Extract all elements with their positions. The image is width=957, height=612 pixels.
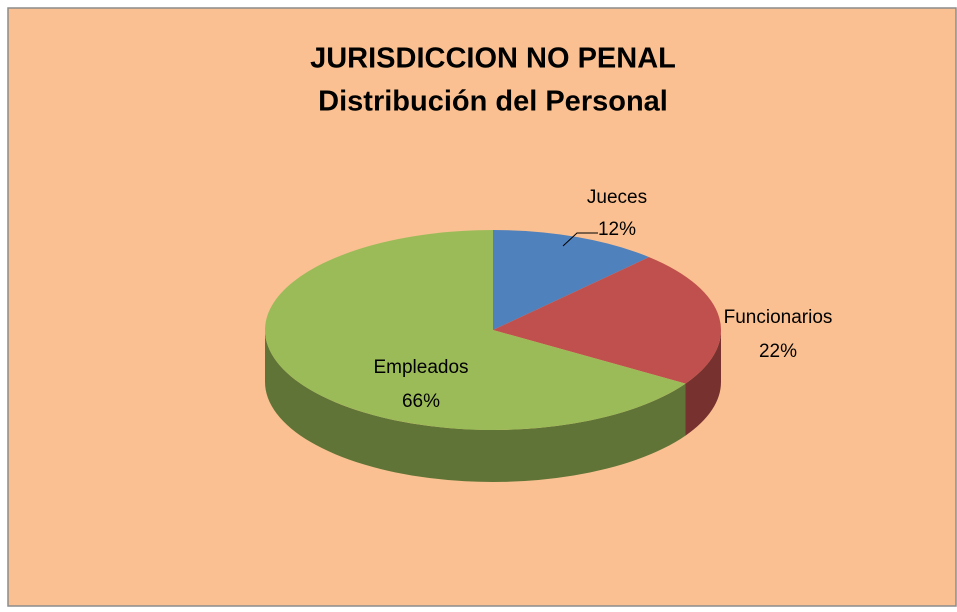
value-label: 22% xyxy=(759,341,797,362)
chart-title: JURISDICCION NO PENAL xyxy=(310,43,676,75)
slice xyxy=(493,230,650,330)
slice-side xyxy=(265,330,686,482)
slice xyxy=(493,257,721,384)
slice-label: Empleados xyxy=(373,357,468,378)
chart-subtitle: Distribución del Personal xyxy=(318,86,668,118)
value-label: 12% xyxy=(598,219,636,240)
value-label: 66% xyxy=(402,391,440,412)
leader-line xyxy=(562,232,598,247)
pie xyxy=(265,230,721,482)
slice-label: Funcionarios xyxy=(724,307,833,328)
slice-side xyxy=(685,330,721,436)
slice xyxy=(265,230,686,430)
slice-label: Jueces xyxy=(587,187,647,208)
